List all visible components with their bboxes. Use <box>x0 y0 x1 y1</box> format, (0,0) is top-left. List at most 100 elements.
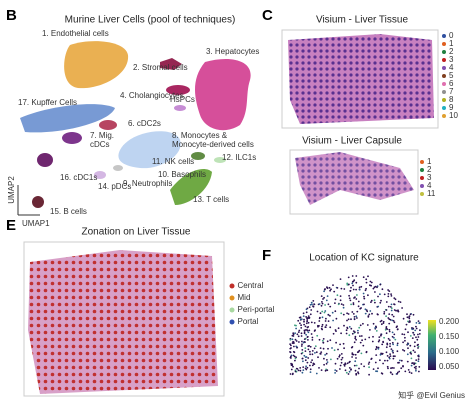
spot <box>336 287 339 289</box>
spot <box>329 289 331 292</box>
cluster-label: 12. ILC1s <box>222 153 256 162</box>
spot <box>307 331 310 334</box>
spot <box>414 341 416 344</box>
spot <box>304 350 307 352</box>
spot <box>351 311 354 313</box>
spot <box>303 323 305 326</box>
spot <box>297 319 300 322</box>
spot <box>411 337 414 339</box>
spot <box>352 288 355 291</box>
legend-swatch <box>442 74 446 78</box>
spot <box>306 319 309 321</box>
spot <box>418 333 421 335</box>
legend-swatch <box>442 90 446 94</box>
spot <box>335 370 338 372</box>
spot <box>315 351 318 354</box>
spot <box>310 321 313 324</box>
legend-swatch <box>229 283 235 289</box>
spot <box>405 323 408 326</box>
spot <box>376 286 378 289</box>
spot <box>381 343 384 346</box>
kc-spots <box>289 275 421 376</box>
spot <box>318 367 320 369</box>
legend-swatch <box>442 98 446 102</box>
spot <box>372 368 375 370</box>
spot <box>326 287 329 290</box>
spot <box>373 286 376 289</box>
spot <box>368 361 371 364</box>
spot <box>391 341 394 344</box>
spot <box>350 369 352 371</box>
spot <box>418 366 421 368</box>
spot <box>351 346 354 348</box>
spot <box>347 373 350 375</box>
legend-label: 11 <box>427 189 436 198</box>
spot <box>294 359 296 362</box>
spot <box>351 353 354 356</box>
spot <box>393 333 396 336</box>
spot <box>301 343 303 346</box>
spot <box>306 335 309 338</box>
colorbar-label: 0.100 <box>439 347 460 356</box>
legend-swatch <box>442 34 446 38</box>
spot <box>380 299 382 302</box>
spot <box>292 365 294 368</box>
spot <box>335 330 337 332</box>
spot <box>290 364 293 366</box>
spot <box>295 327 297 330</box>
spot <box>324 304 326 306</box>
spot <box>317 356 319 359</box>
spot <box>323 363 325 366</box>
spot <box>418 322 421 325</box>
spot <box>299 322 301 325</box>
spot <box>309 371 312 373</box>
spot <box>302 360 304 363</box>
spot <box>305 316 307 318</box>
spot <box>330 358 332 361</box>
spot <box>311 350 314 352</box>
spot <box>339 295 342 297</box>
spot <box>408 317 411 320</box>
spot <box>359 341 362 344</box>
spot <box>357 305 360 308</box>
spot <box>297 335 300 338</box>
spot <box>310 333 313 335</box>
spot <box>348 334 351 337</box>
spot <box>406 353 409 356</box>
spot <box>417 345 420 348</box>
spot <box>308 306 311 309</box>
spot <box>371 340 374 343</box>
spot <box>301 357 304 360</box>
spot <box>318 303 321 305</box>
spot <box>343 365 346 367</box>
spot <box>324 310 327 312</box>
spot <box>393 303 396 306</box>
spot <box>300 332 303 335</box>
spot <box>300 327 303 329</box>
spot <box>374 361 377 364</box>
spot <box>357 332 359 334</box>
spot <box>334 310 337 313</box>
spot <box>382 362 384 365</box>
legend-label: Peri-portal <box>238 305 275 314</box>
spot <box>306 361 309 364</box>
spot <box>359 335 361 337</box>
spot <box>375 354 378 356</box>
legend-label: 3 <box>449 55 454 64</box>
spot <box>354 360 357 363</box>
spot <box>351 282 354 285</box>
legend-label: 3 <box>427 173 432 182</box>
spot <box>339 278 342 280</box>
spot <box>395 326 398 329</box>
spot <box>334 362 337 365</box>
spot <box>329 326 332 329</box>
spot <box>346 312 348 315</box>
legend-label: 2 <box>449 47 454 56</box>
spot <box>367 363 370 365</box>
spot <box>350 318 352 321</box>
spot <box>400 367 403 370</box>
spot <box>359 307 362 310</box>
spot <box>308 329 311 332</box>
spot <box>310 309 313 311</box>
spot <box>391 313 394 316</box>
